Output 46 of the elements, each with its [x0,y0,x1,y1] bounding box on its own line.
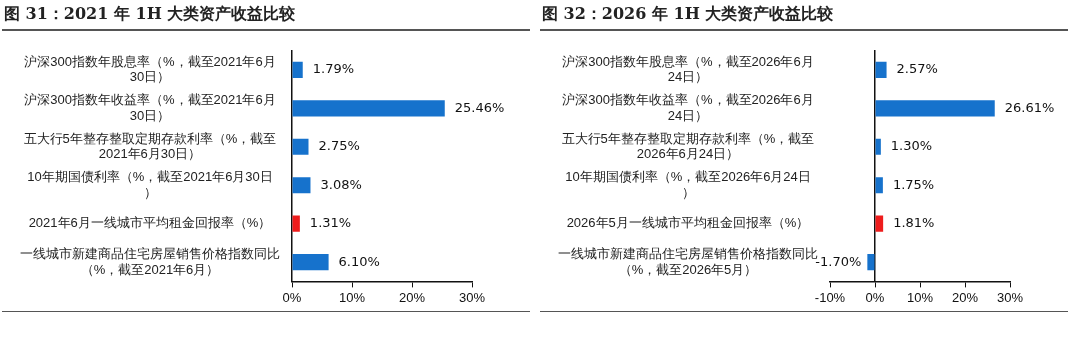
bar [875,215,884,232]
bar [867,254,875,271]
bar [875,138,881,155]
y-tick-label: 2026年5月一线城市平均租金回报率（%） [566,215,810,231]
data-label: 1.30% [890,138,933,154]
y-tick-label: 10年期国债利率（%，截至2021年6月30日） [27,169,273,200]
data-label: 1.31% [309,215,352,231]
x-tick-label: 10% [338,289,366,305]
bar [875,177,883,194]
bar [292,61,303,78]
text: 图 32：2026 年 1H 大类资产收益比较 [540,2,1068,31]
y-tick-label: 10年期国债利率（%，截至2026年6月24日） [565,169,811,200]
data-label: 1.81% [893,215,935,231]
x-tick-label: 10% [906,289,934,305]
bar [292,254,329,271]
y-tick-label: 一线城市新建商品住宅房屋销售价格指数同比（%，截至2026年5月） [558,245,818,277]
data-label: 2.75% [318,138,360,154]
x-tick-label: 30% [458,289,486,305]
bar [292,177,311,194]
bar [292,215,300,232]
x-tick-label: 0% [282,289,302,305]
data-label: 2.57% [896,61,938,77]
x-tick-label: 30% [996,289,1024,305]
y-tick-label: 2021年6月一线城市平均租金回报率（%） [28,215,272,231]
data-label: 1.75% [892,176,935,192]
data-label: 1.79% [312,61,355,77]
data-label: 25.46% [454,99,505,115]
y-tick-label: 沪深300指数年收益率（%，截至2021年6月30日） [24,92,276,123]
bar [875,100,995,117]
data-label: 6.10% [338,253,380,269]
x-tick-label: 20% [951,289,979,305]
bar [292,100,445,117]
bar [875,61,887,78]
y-tick-label: 沪深300指数年收益率（%，截至2026年6月24日） [562,92,814,123]
data-label: 26.61% [1004,99,1055,115]
y-tick-label: 沪深300指数年股息率（%，截至2021年6月30日） [24,53,276,85]
y-tick-label: 五大行5年整存整取定期存款利率（%，截至2026年6月24日） [561,130,815,162]
x-tick-label: 20% [398,289,426,305]
x-tick-label: -10% [814,289,846,305]
y-tick-label: 五大行5年整存整取定期存款利率（%，截至2021年6月30日） [23,130,277,162]
data-label: 3.08% [320,176,362,192]
text: 图 31：2021 年 1H 大类资产收益比较 [2,2,530,31]
x-tick-label: 0% [865,289,885,305]
y-tick-label: 沪深300指数年股息率（%，截至2026年6月24日） [562,53,814,85]
y-tick-label: 一线城市新建商品住宅房屋销售价格指数同比（%，截至2021年6月） [20,245,280,277]
bar [292,138,309,155]
